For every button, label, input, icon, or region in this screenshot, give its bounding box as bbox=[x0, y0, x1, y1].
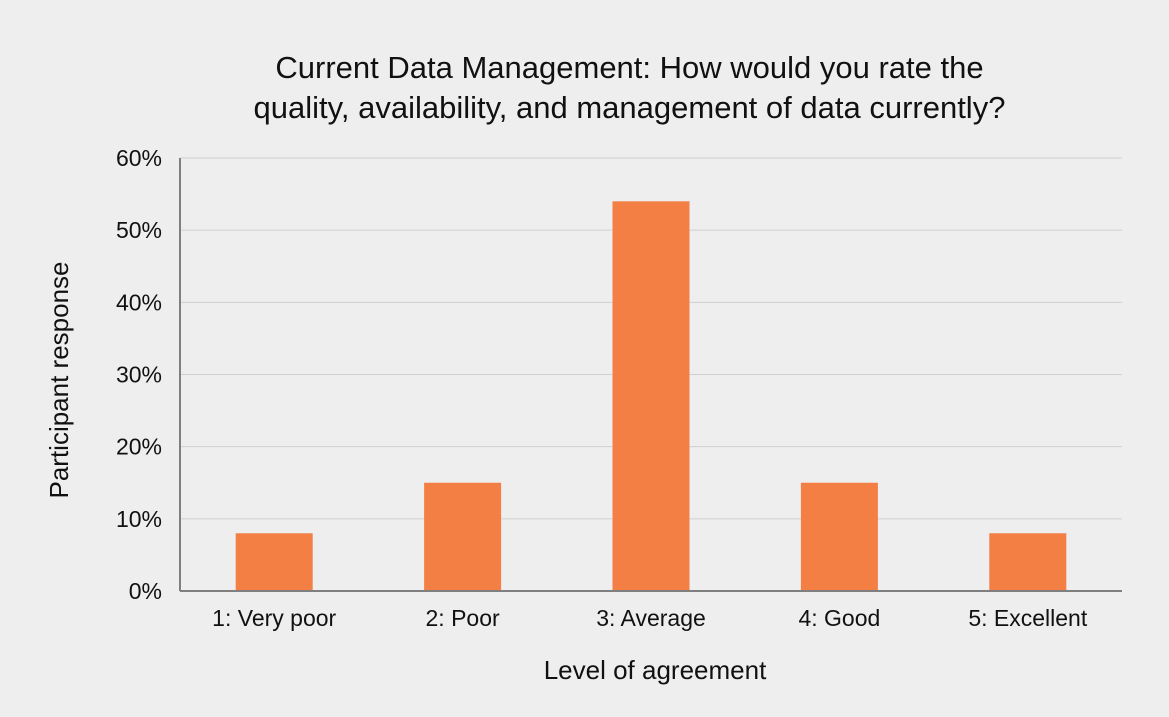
y-axis-title: Participant response bbox=[44, 261, 74, 498]
bar bbox=[989, 533, 1067, 591]
y-tick-label: 50% bbox=[116, 217, 162, 243]
y-tick-label: 0% bbox=[129, 578, 162, 604]
bar bbox=[612, 201, 690, 592]
x-tick-label: 4: Good bbox=[798, 605, 880, 631]
y-tick-label: 30% bbox=[116, 362, 162, 388]
x-axis-tick-labels: 1: Very poor 2: Poor 3: Average 4: Good 5: E… bbox=[212, 605, 1088, 631]
x-tick-label: 5: Excellent bbox=[968, 605, 1088, 631]
y-tick-label: 20% bbox=[116, 434, 162, 460]
y-tick-label: 60% bbox=[116, 145, 162, 171]
bar bbox=[235, 533, 313, 591]
bars bbox=[235, 201, 1067, 592]
axes bbox=[179, 158, 1122, 592]
x-tick-label: 2: Poor bbox=[426, 605, 500, 631]
x-axis-title: Level of agreement bbox=[544, 655, 767, 685]
x-tick-label: 3: Average bbox=[596, 605, 706, 631]
bar bbox=[424, 482, 502, 591]
x-tick-label: 1: Very poor bbox=[212, 605, 336, 631]
chart-title-line-2: quality, availability, and management of… bbox=[253, 90, 1006, 125]
y-tick-label: 40% bbox=[116, 289, 162, 315]
chart-title-line-1: Current Data Management: How would you r… bbox=[275, 50, 984, 85]
bar bbox=[800, 482, 878, 591]
y-axis-tick-labels: 0% 10% 20% 30% 40% 50% 60% bbox=[116, 145, 162, 604]
y-tick-label: 10% bbox=[116, 506, 162, 532]
chart-title: Current Data Management: How would you r… bbox=[0, 48, 1169, 128]
